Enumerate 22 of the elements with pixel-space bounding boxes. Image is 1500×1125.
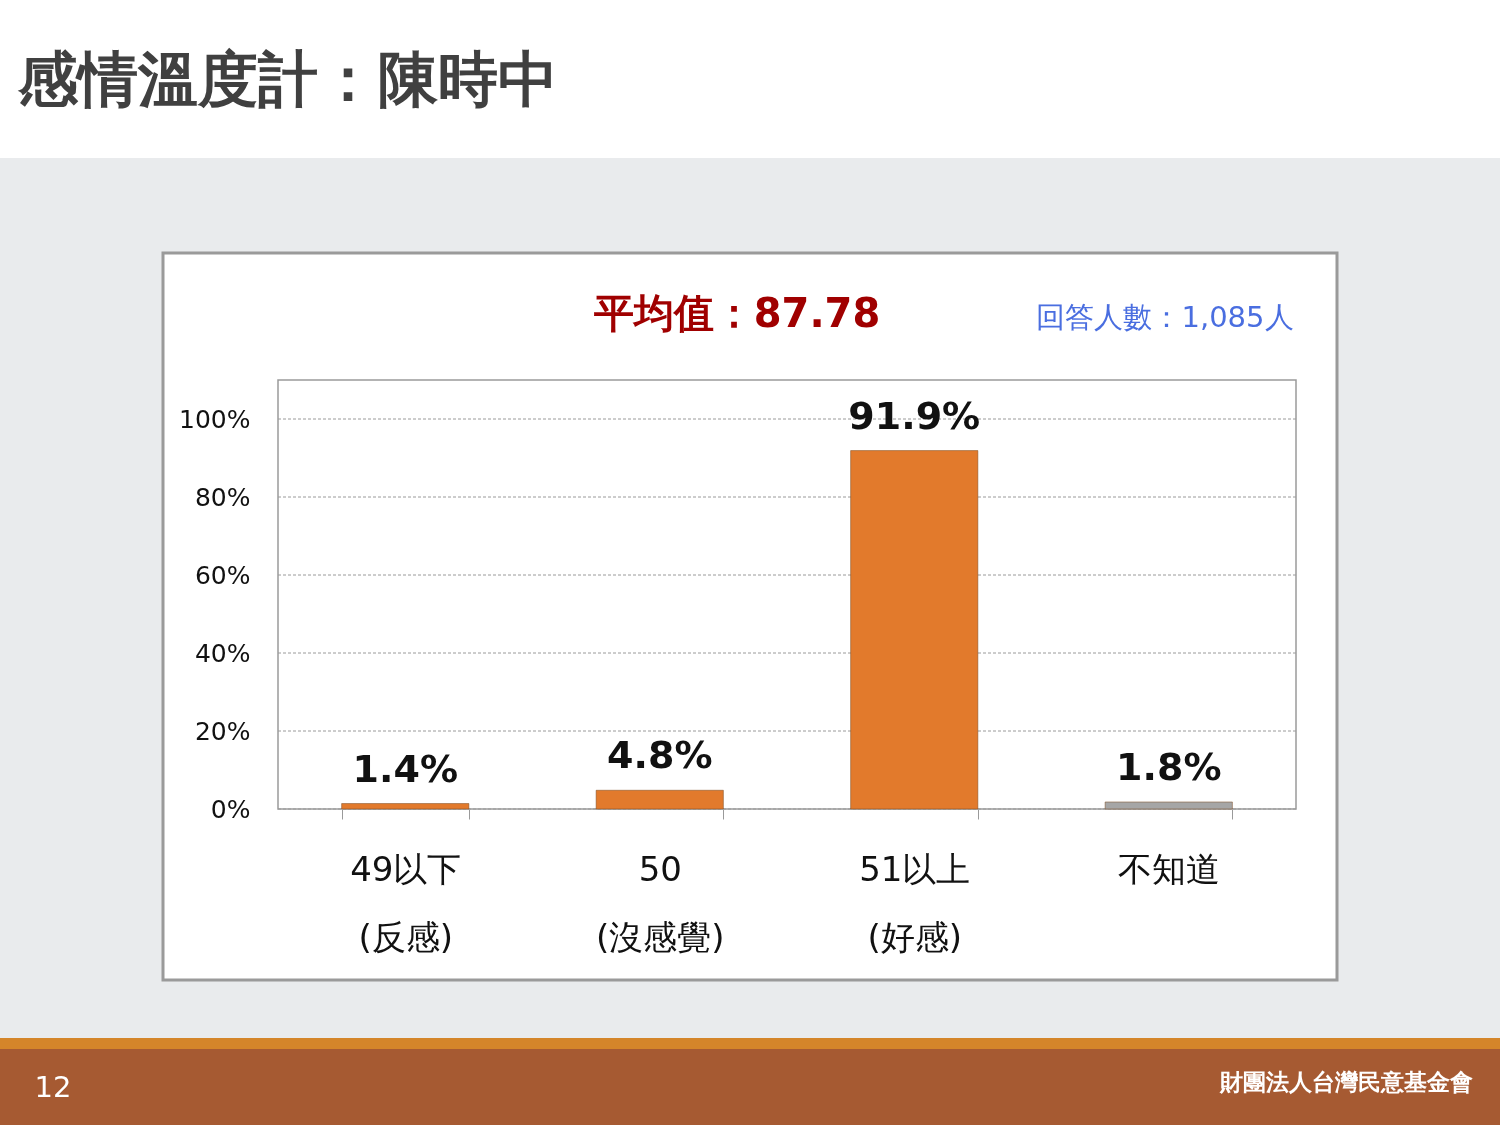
bar	[595, 789, 724, 810]
bar	[341, 803, 470, 810]
data-label: 4.8%	[607, 733, 713, 778]
text: 12	[34, 1070, 72, 1104]
y-tick-label: 40%	[194, 638, 251, 668]
y-tick-label: 0%	[210, 794, 251, 824]
text: 回答人數：1,085人	[1036, 300, 1294, 334]
bar	[850, 450, 979, 810]
chart-title: 感情溫度計：陳時中	[17, 44, 558, 114]
y-tick-label: 100%	[179, 404, 251, 434]
data-label: 91.9%	[848, 393, 981, 438]
y-tick-label: 60%	[194, 560, 251, 590]
x-tick-label: 50 (沒感覺)	[595, 848, 725, 957]
x-tick-label: 49以下 (反感)	[350, 848, 462, 957]
y-tick-label: 80%	[194, 482, 251, 512]
y-tick-label: 20%	[194, 716, 251, 746]
x-tick-label: 不知道	[1118, 848, 1221, 889]
x-tick-label: 51以上 (好感)	[859, 848, 971, 957]
data-label: 1.8%	[1116, 744, 1222, 789]
text: 財團法人台灣民意基金會	[1219, 1069, 1473, 1095]
chart-subtitle: 平均值：87.78	[592, 290, 881, 336]
data-label: 1.4%	[352, 746, 458, 791]
